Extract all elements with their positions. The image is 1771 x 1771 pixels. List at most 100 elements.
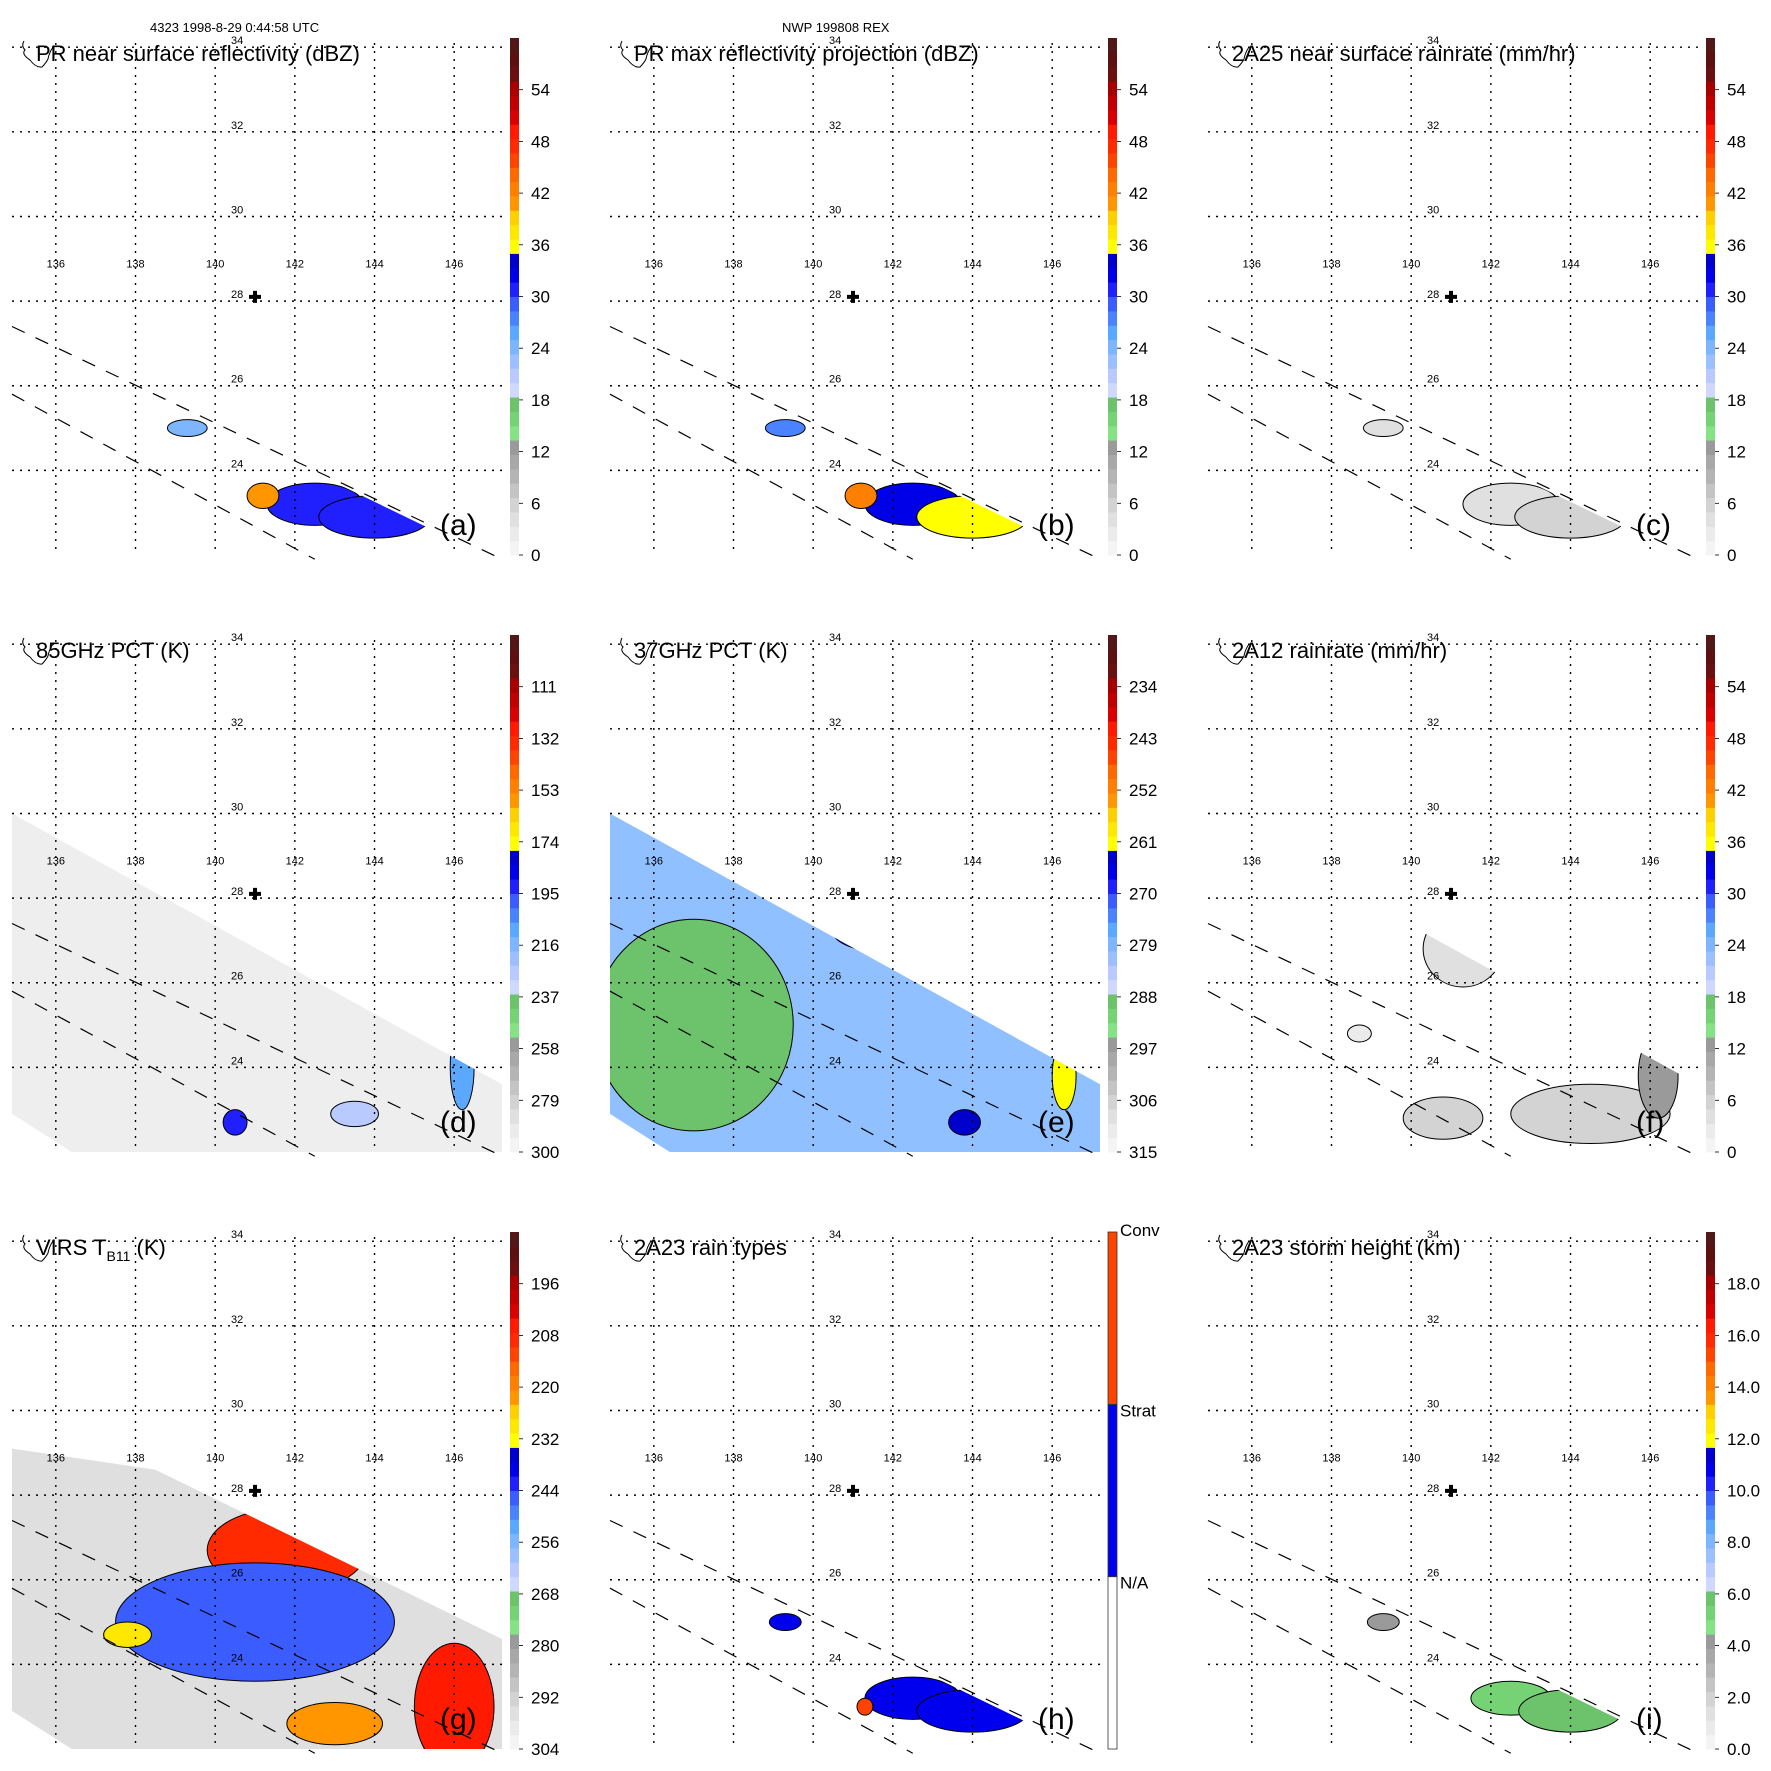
lat-tick-label: 28 — [829, 289, 841, 301]
colorbar-swatch — [1108, 1080, 1117, 1096]
colorbar-swatch — [1706, 310, 1715, 326]
lat-tick-label: 26 — [231, 1568, 243, 1580]
lat-tick-label: 26 — [231, 374, 243, 386]
colorbar-tick-label: 261 — [1129, 833, 1157, 852]
swath-edge-line — [609, 1587, 914, 1754]
colorbar-swatch — [510, 1051, 519, 1067]
colorbar-swatch — [1706, 649, 1715, 665]
lon-tick-label: 142 — [884, 855, 902, 867]
colorbar-swatch — [1108, 411, 1117, 427]
storm-center-cross-icon — [249, 1484, 262, 1497]
colorbar-swatch — [510, 253, 519, 269]
swath-edge-line — [1207, 393, 1512, 560]
lat-tick-label: 34 — [829, 632, 841, 644]
lat-tick-label: 34 — [829, 1229, 841, 1241]
lon-tick-label: 136 — [645, 258, 663, 270]
rain-cell — [764, 419, 806, 438]
colorbar-swatch — [1108, 1008, 1117, 1024]
colorbar-swatch — [1108, 649, 1117, 665]
colorbar-swatch — [510, 850, 519, 866]
colorbar-swatch — [1108, 152, 1117, 168]
colorbar-category-label: Conv — [1120, 1221, 1160, 1240]
colorbar-tick-label: 196 — [531, 1275, 559, 1294]
data-fields — [1346, 910, 1679, 1145]
colorbar-swatch — [1108, 339, 1117, 355]
storm-center-cross-icon — [847, 887, 860, 900]
colorbar-swatch — [510, 1332, 519, 1348]
colorbar-swatch — [510, 1246, 519, 1262]
data-fields — [768, 1613, 1029, 1733]
lon-tick-label: 144 — [1561, 258, 1579, 270]
lon-tick-label: 146 — [445, 855, 463, 867]
lat-tick-label: 30 — [1427, 204, 1439, 216]
lon-tick-label: 142 — [286, 855, 304, 867]
colorbar-tick-label: 0 — [1727, 1143, 1736, 1162]
graticule — [12, 43, 502, 555]
colorbar-category-label: Strat — [1120, 1401, 1156, 1420]
lat-tick-label: 34 — [1427, 632, 1439, 644]
colorbar-swatch — [1706, 1576, 1715, 1592]
colorbar-swatch — [1706, 965, 1715, 981]
lat-tick-label: 28 — [231, 886, 243, 898]
colorbar-tick-label: 24 — [531, 339, 550, 358]
pr-swath-edges — [609, 1519, 1101, 1754]
colorbar-swatch — [510, 1275, 519, 1290]
colorbar-swatch — [1706, 1289, 1715, 1305]
colorbar-tick-label: 24 — [1727, 339, 1746, 358]
colorbar-swatch — [1706, 850, 1715, 866]
lon-tick-label: 138 — [724, 258, 742, 270]
colorbar-swatch — [1706, 1008, 1715, 1024]
colorbar-swatch — [1706, 764, 1715, 780]
lon-tick-label: 136 — [47, 1452, 65, 1464]
graticule — [12, 640, 502, 1152]
colorbar-tick-label: 208 — [531, 1326, 559, 1345]
colorbar-swatch — [1706, 152, 1715, 168]
colorbar-swatch — [1706, 181, 1715, 197]
swath-background — [12, 813, 502, 1152]
panel-letter: (g) — [440, 1703, 477, 1736]
colorbar-swatch — [1108, 195, 1117, 211]
lon-tick-label: 136 — [1243, 258, 1261, 270]
colorbar-swatch — [1108, 735, 1117, 751]
colorbar-swatch — [1108, 721, 1117, 737]
lat-tick-label: 26 — [1427, 1568, 1439, 1580]
colorbar-tick-label: 306 — [1129, 1091, 1157, 1110]
colorbar-swatch — [1108, 663, 1117, 679]
coastline — [22, 40, 54, 68]
colorbar-swatch — [510, 1447, 519, 1463]
coastline — [22, 637, 54, 665]
panel-title: 2A12 rainrate (mm/hr) — [1232, 638, 1447, 663]
colorbar-swatch — [510, 397, 519, 412]
pr-swath-edges — [1207, 1519, 1699, 1754]
lon-tick-label: 142 — [1482, 1452, 1500, 1464]
lat-tick-label: 26 — [1427, 374, 1439, 386]
colorbar-swatch — [1706, 1605, 1715, 1621]
lat-tick-label: 28 — [231, 289, 243, 301]
lat-tick-label: 30 — [231, 801, 243, 813]
colorbar-swatch — [1108, 850, 1117, 866]
swath-edge-line — [1207, 325, 1699, 560]
panel-title: 37GHz PCT (K) — [634, 638, 788, 663]
lon-tick-label: 138 — [1322, 258, 1340, 270]
lat-tick-label: 32 — [231, 717, 243, 729]
lat-tick-label: 24 — [829, 1055, 841, 1067]
colorbar-swatch — [1108, 540, 1117, 556]
colorbar-swatch — [1706, 635, 1715, 650]
swath-edge-line — [1207, 1587, 1512, 1754]
colorbar-swatch — [1108, 1108, 1117, 1124]
colorbar-category-label: N/A — [1120, 1574, 1149, 1593]
colorbar-swatch — [510, 1619, 519, 1635]
lat-tick-label: 28 — [1427, 289, 1439, 301]
lon-tick-label: 140 — [1402, 1452, 1420, 1464]
colorbar-tick-label: 18 — [1129, 391, 1148, 410]
colorbar-swatch — [1706, 1232, 1715, 1247]
colorbar-swatch — [1706, 1051, 1715, 1067]
colorbar-tick-label: 244 — [531, 1482, 559, 1501]
colorbar-swatch — [1108, 706, 1117, 722]
colorbar-tick-label: 12 — [1727, 443, 1746, 462]
rain-cell — [1346, 1024, 1372, 1043]
colorbar-tick-label: 36 — [1727, 236, 1746, 255]
storm-center-cross-icon — [1445, 290, 1458, 303]
